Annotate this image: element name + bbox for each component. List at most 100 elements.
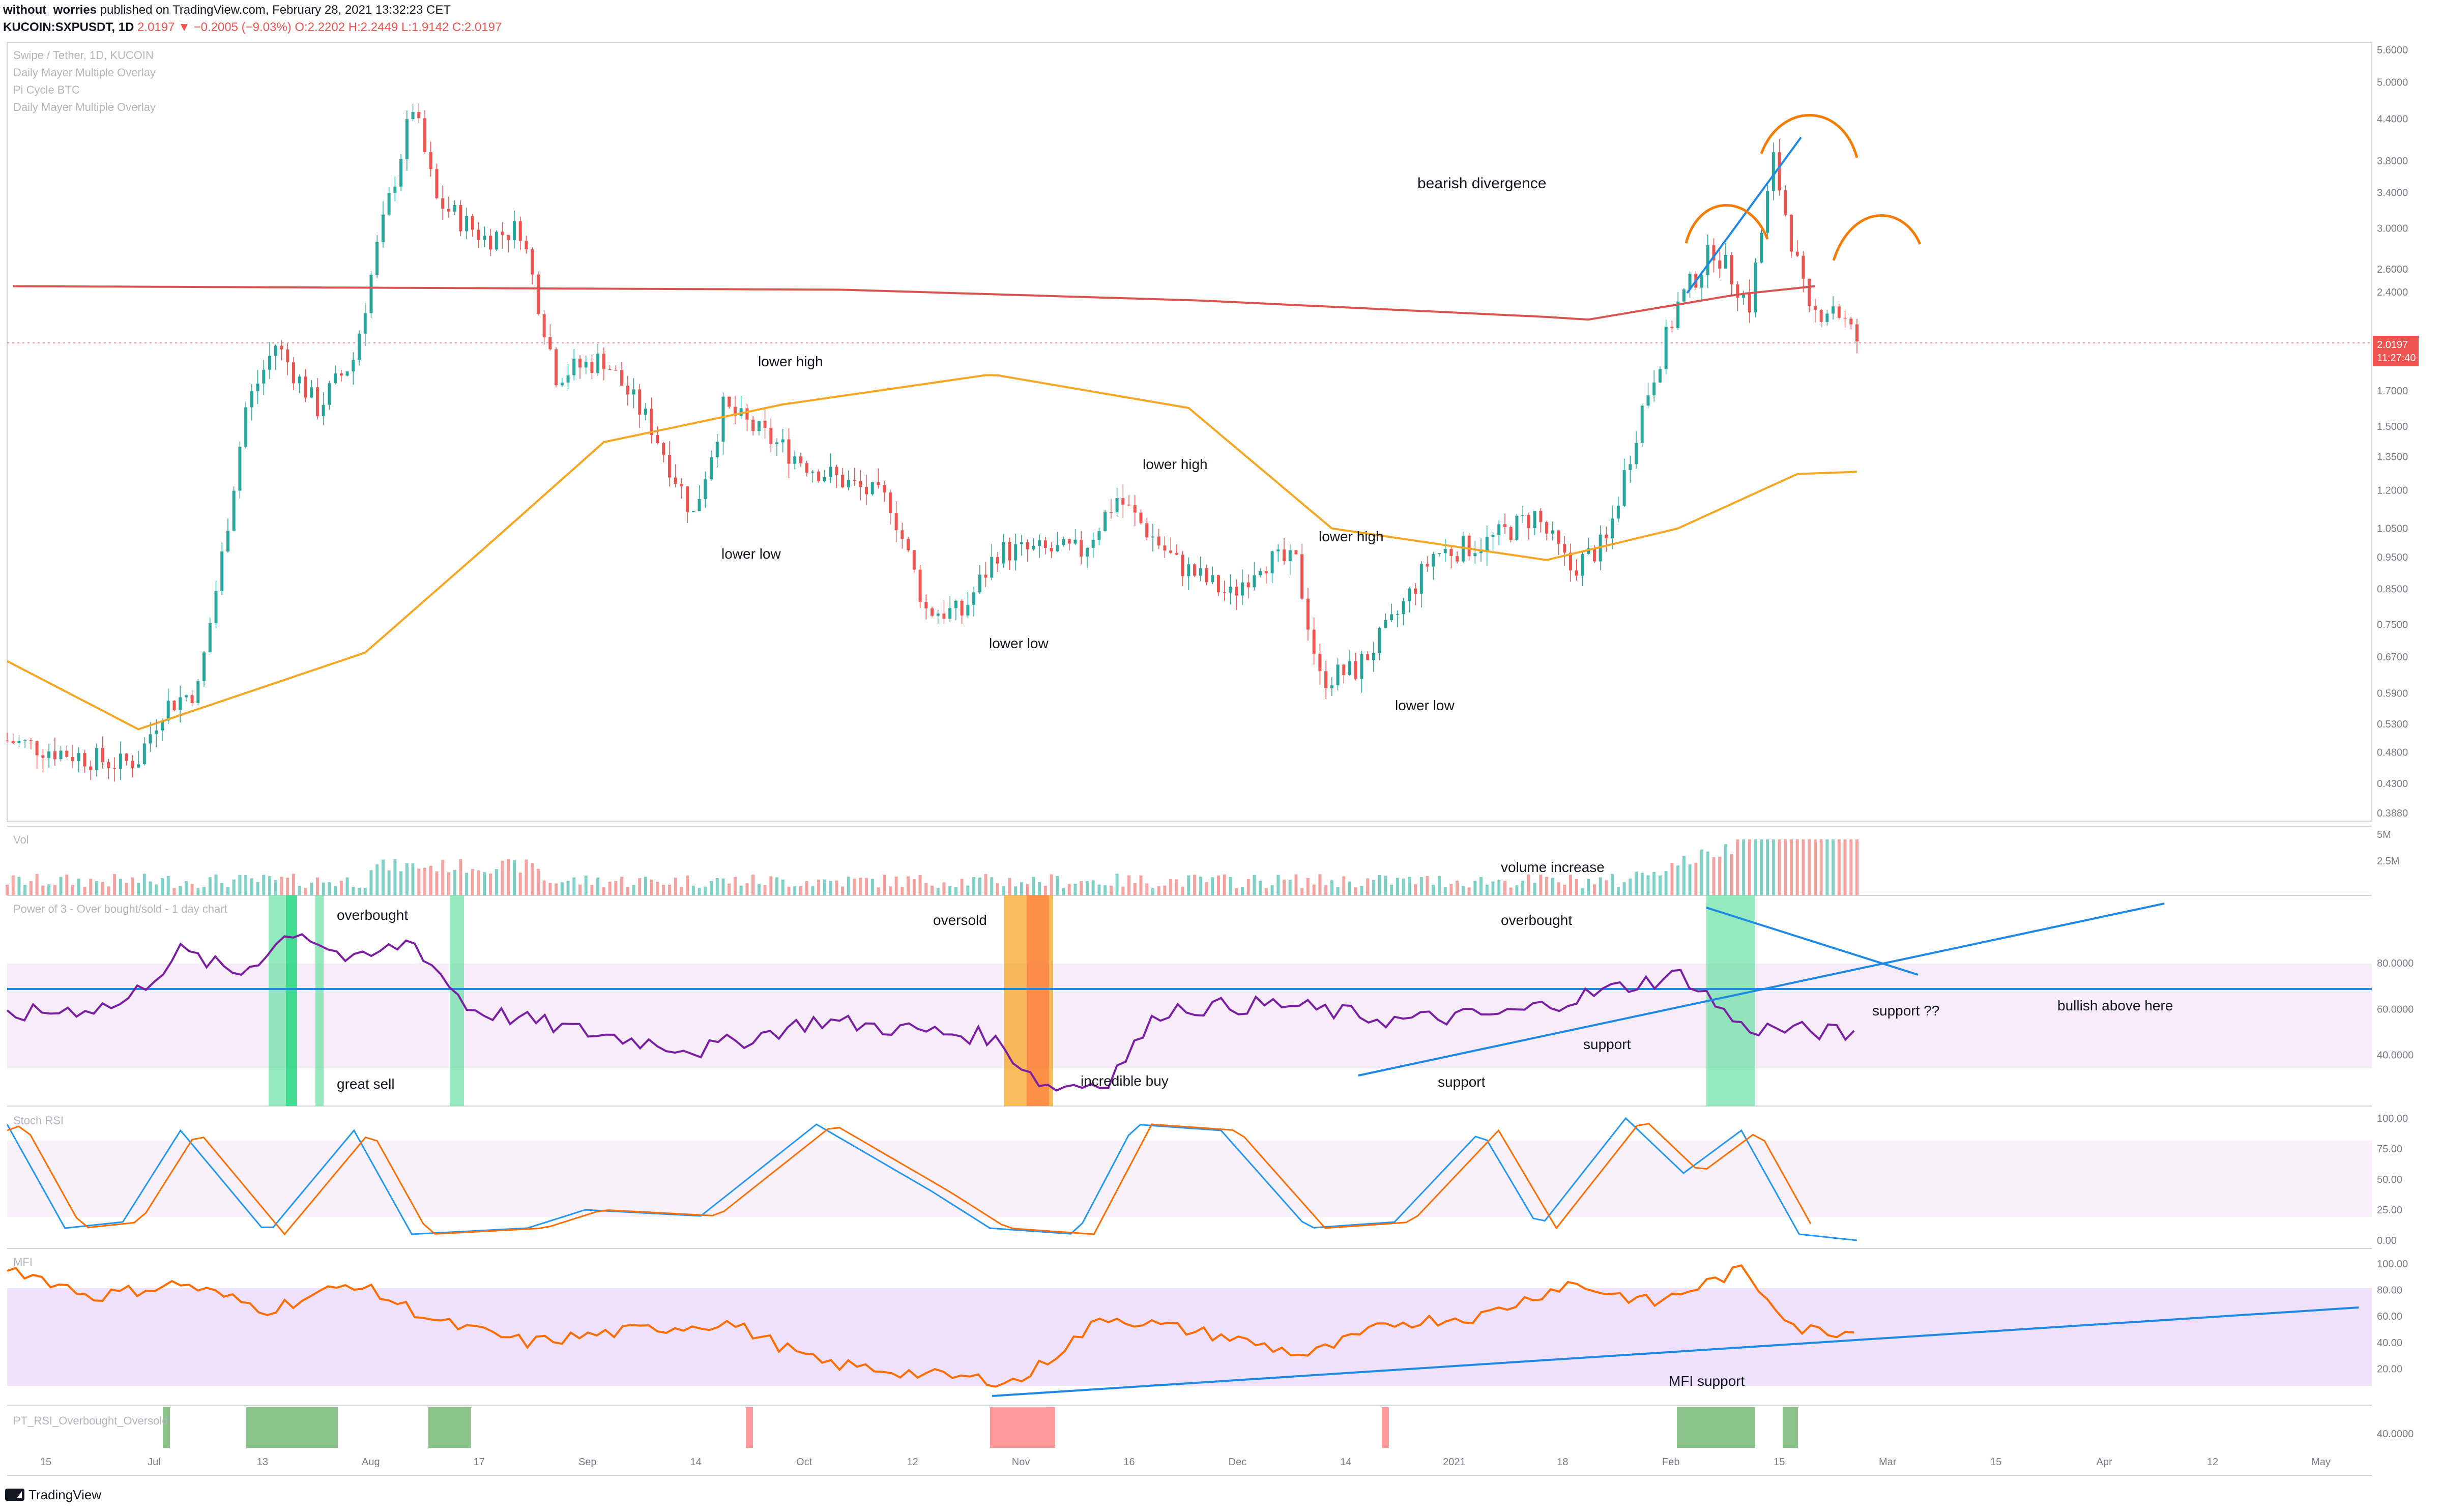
volume-bar [1384, 876, 1387, 895]
author-name[interactable]: without_worries [3, 3, 97, 17]
volume-bar [1050, 874, 1053, 895]
volume-bar [1390, 885, 1393, 895]
candle-body [89, 766, 93, 770]
volume-bar [1354, 887, 1357, 895]
volume-bar [763, 885, 767, 895]
pane-title-stoch[interactable]: Stoch RSI [13, 1114, 64, 1127]
candle-body [1497, 524, 1501, 535]
volume-bar [453, 870, 456, 895]
price-tick-label: 1.7000 [2377, 386, 2408, 397]
pane-title-pt[interactable]: PT_RSI_Overbought_Oversold [13, 1414, 168, 1427]
legend-indicator-1[interactable]: Daily Mayer Multiple Overlay [13, 66, 156, 79]
volume-bar [1259, 881, 1262, 895]
volume-bar [1151, 888, 1154, 895]
pane-title-p3[interactable]: Power of 3 - Over bought/sold - 1 day ch… [13, 903, 227, 915]
annotation-lower-low-1: lower low [721, 546, 781, 562]
legend-indicator-3[interactable]: Daily Mayer Multiple Overlay [13, 101, 156, 113]
tradingview-logo[interactable]: TradingView [5, 1485, 101, 1505]
volume-bar [1253, 875, 1256, 895]
publish-date: published on TradingView.com, February 2… [97, 3, 451, 17]
candle-body [662, 443, 665, 455]
volume-bar [1569, 875, 1573, 895]
volume-bar [149, 881, 152, 895]
volume-bar [1670, 863, 1674, 895]
candle-body [751, 419, 755, 431]
candle-body [280, 345, 283, 350]
candle-body [1485, 537, 1489, 551]
candle-body [1223, 592, 1226, 593]
candle-body [1509, 527, 1513, 540]
candle-body [728, 396, 731, 407]
candle-body [1342, 664, 1346, 675]
annotation-support-question: support ?? [1872, 1003, 1939, 1019]
volume-bar [1175, 879, 1178, 895]
candle-body [715, 442, 719, 457]
stoch-tick-label: 50.00 [2377, 1174, 2402, 1185]
time-tick-label: Feb [1662, 1457, 1679, 1468]
pane-title-vol[interactable]: Vol [13, 833, 29, 846]
symbol-label[interactable]: KUCOIN:SXPUSDT, 1D [3, 20, 134, 34]
volume-bar [1789, 839, 1793, 895]
candle-body [1270, 551, 1274, 574]
volume-bar [972, 877, 976, 895]
volume-bar [960, 879, 964, 895]
candle-body [71, 757, 75, 762]
pane-title-mfi[interactable]: MFI [13, 1256, 33, 1268]
volume-bars [6, 839, 1858, 895]
volume-bar [1038, 882, 1041, 895]
volume-bar [1145, 883, 1149, 895]
volume-bar [1002, 886, 1005, 895]
volume-bar [1043, 886, 1047, 895]
volume-bar [1676, 865, 1680, 895]
candle-body [1336, 664, 1340, 685]
time-tick-label: Aug [362, 1457, 380, 1468]
volume-bar [1366, 878, 1370, 895]
volume-bar [733, 877, 737, 895]
candle-body [1742, 293, 1746, 298]
candle-body [1855, 324, 1858, 342]
volume-bar [1360, 886, 1363, 895]
volume-bar [1706, 851, 1709, 895]
candle-body [1032, 545, 1035, 549]
candle-body [107, 762, 110, 768]
candle-body [1432, 554, 1435, 567]
candle-body [405, 119, 409, 159]
volume-bar [739, 885, 743, 895]
volume-bar [1599, 877, 1602, 895]
volume-bar [345, 877, 349, 895]
time-tick-label: Jul [148, 1457, 161, 1468]
candle-body [835, 467, 838, 475]
volume-bar [667, 884, 671, 895]
annotation-lower-high-3: lower high [1319, 529, 1384, 544]
annotation-lower-low-3: lower low [1395, 697, 1455, 713]
volume-bar [1509, 887, 1513, 895]
candle-body [1139, 512, 1143, 524]
volume-bar [292, 874, 295, 895]
candle-body [244, 407, 248, 447]
candle-body [1802, 255, 1805, 279]
candle-body [345, 371, 349, 376]
candle-body [179, 697, 182, 710]
time-tick-label: 15 [1774, 1457, 1785, 1468]
candle-body [489, 236, 492, 250]
time-tick-label: Nov [1012, 1457, 1030, 1468]
candle-body [1324, 671, 1328, 688]
volume-bar [166, 876, 170, 895]
volume-bar [1551, 878, 1554, 895]
candle-body [220, 551, 224, 591]
legend-main[interactable]: Swipe / Tether, 1D, KUCOIN [13, 49, 154, 62]
volume-bar [548, 883, 552, 895]
candle-body [1085, 547, 1089, 557]
candle-body [870, 482, 874, 495]
candle-body [769, 427, 773, 444]
volume-bar [1539, 875, 1543, 895]
arc-left-shoulder [1684, 204, 1769, 244]
candle-body [667, 455, 671, 478]
volume-bar [817, 879, 821, 895]
volume-bar [1312, 884, 1316, 895]
candle-body [286, 349, 289, 363]
volume-bar [1169, 879, 1173, 895]
legend-indicator-2[interactable]: Pi Cycle BTC [13, 83, 80, 96]
tradingview-text: TradingView [28, 1487, 102, 1502]
